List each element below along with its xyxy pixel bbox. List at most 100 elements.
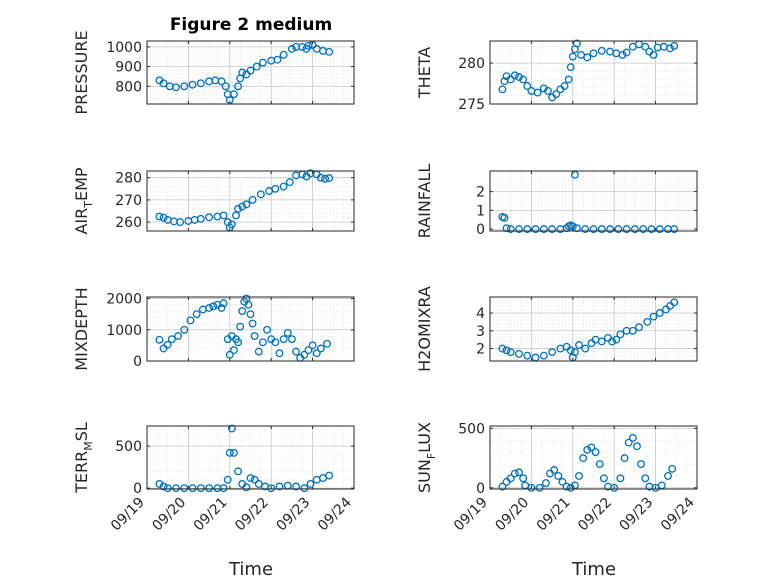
data-point (176, 218, 185, 227)
y-axis-label: PRESSURE (72, 30, 91, 114)
data-point (196, 484, 205, 493)
data-point (287, 44, 296, 53)
data-point (583, 53, 592, 62)
x-axis-label-left: Time (228, 559, 273, 580)
data-point (614, 225, 623, 234)
axes-box (146, 40, 355, 105)
data-point (498, 344, 507, 353)
y-tick-label: 270 (115, 193, 142, 209)
data-point (539, 351, 548, 360)
data-point (515, 73, 523, 81)
y-tick-label: 3 (476, 324, 485, 340)
x-tick-label: 09/19 (451, 495, 491, 535)
y-tick-label: 1 (476, 203, 485, 219)
data-point (649, 50, 658, 59)
data-point (321, 174, 329, 183)
y-axis-label-main: PRESSURE (72, 30, 91, 114)
data-point (279, 50, 288, 59)
y-axis-label: RAINFALL (415, 164, 434, 239)
data-point (527, 483, 536, 492)
data-point (250, 332, 259, 340)
data-point (232, 211, 240, 220)
data-point (597, 46, 606, 55)
data-point (238, 68, 247, 77)
y-axis-label-subscript: T (82, 201, 95, 209)
x-tick-label: 09/22 (575, 495, 615, 535)
data-point (506, 348, 515, 357)
data-point (548, 348, 557, 357)
data-point (159, 482, 168, 491)
data-point (275, 482, 284, 491)
data-point (597, 337, 606, 346)
data-point (635, 323, 643, 332)
data-point (515, 349, 523, 358)
y-axis-label-main: TERR (72, 451, 91, 494)
data-point (304, 41, 313, 50)
axes-box (146, 425, 355, 490)
data-point (624, 438, 633, 447)
data-point (246, 310, 255, 319)
data-point (523, 82, 532, 90)
panel-air_temp: 260 270 280 AIRTEMP (72, 167, 355, 235)
panel-mixdepth: 0 1000 2000 MIXDEPTH (72, 287, 355, 371)
data-point (568, 52, 577, 61)
data-point (159, 79, 168, 88)
panel-rainfall: 0 1 2 RAINFALL (415, 164, 698, 239)
data-point (581, 225, 590, 234)
x-axis-label-right: Time (571, 559, 616, 580)
data-point (616, 330, 625, 339)
y-tick-label: 500 (115, 439, 142, 455)
data-point (519, 75, 528, 84)
data-point (498, 85, 507, 94)
data-point (248, 195, 257, 204)
x-tick-label: 09/23 (617, 495, 657, 535)
data-point (541, 479, 550, 488)
y-tick-label: 2000 (106, 292, 142, 308)
data-point (639, 225, 648, 234)
data-point (641, 474, 650, 483)
data-point (581, 344, 590, 353)
data-point (535, 483, 544, 492)
data-point (275, 349, 284, 358)
data-point (186, 316, 195, 325)
data-point (300, 350, 309, 359)
y-tick-label: 2 (476, 342, 485, 358)
data-point (575, 471, 583, 480)
data-point (263, 325, 272, 334)
y-tick-label: 500 (458, 421, 485, 437)
data-point (664, 471, 672, 480)
x-tick-label: 09/23 (274, 495, 314, 535)
axes-box (489, 170, 698, 232)
data-point (606, 225, 615, 234)
data-point (649, 312, 658, 321)
data-point (668, 464, 677, 473)
data-point (510, 71, 519, 80)
data-point (236, 322, 245, 331)
data-point (273, 55, 282, 64)
data-point (196, 79, 205, 88)
data-point (167, 335, 176, 344)
axes-box (146, 296, 355, 362)
data-point (225, 448, 234, 457)
data-point (502, 346, 511, 355)
data-point (219, 484, 228, 493)
data-point (519, 474, 528, 483)
data-point (219, 299, 228, 308)
data-point (643, 317, 652, 326)
data-point (325, 471, 334, 480)
y-tick-label: 0 (476, 222, 485, 238)
y-tick-label: 0 (133, 354, 142, 370)
data-point (630, 225, 639, 234)
data-point (612, 335, 621, 344)
data-point (316, 344, 325, 353)
data-point (506, 75, 515, 84)
data-point (219, 211, 228, 220)
y-axis-label: THETA (415, 47, 434, 99)
data-point (234, 467, 243, 476)
x-tick-label: 09/24 (658, 494, 698, 534)
data-point (234, 82, 243, 91)
y-tick-label: 280 (115, 171, 142, 187)
data-point (229, 448, 238, 457)
data-point (558, 477, 567, 486)
